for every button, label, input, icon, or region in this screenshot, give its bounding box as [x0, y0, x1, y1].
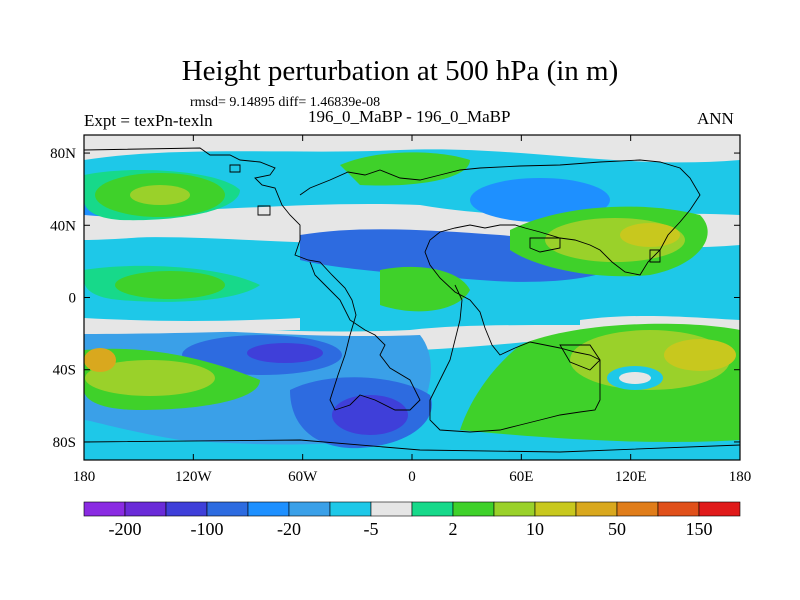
colorbar-swatch [165, 501, 208, 517]
colorbar-label: 10 [526, 519, 544, 539]
field-white-band-north [84, 215, 540, 240]
coast-antarctica [84, 439, 740, 453]
colorbar: -200 -100 -20 -5 2 10 50 150 [83, 501, 741, 539]
y-tick-label: 0 [69, 291, 77, 307]
x-tick-label: 60E [509, 469, 533, 485]
season-label: ANN [697, 109, 734, 128]
x-tick-label: 120E [615, 469, 647, 485]
field-green-high-north [340, 152, 470, 186]
coast-australia [559, 344, 601, 371]
colorbar-swatch [698, 501, 741, 517]
field-green-high-west [115, 271, 225, 299]
colorbar-swatch [616, 501, 659, 517]
colorbar-label: -20 [277, 519, 301, 539]
colorbar-swatch [370, 501, 413, 517]
colorbar-swatch [288, 501, 331, 517]
x-tick-label: 60W [288, 469, 318, 485]
field-darkblue-low-west [247, 343, 323, 363]
field-darkblue-low-south [332, 395, 408, 435]
experiment-label: Expt = texPn-texln [84, 111, 213, 130]
field-yellowgreen-high-sw [85, 360, 215, 396]
colorbar-swatch [411, 501, 454, 517]
field-olive-high-se [664, 339, 736, 371]
x-tick-label: 120W [175, 469, 213, 485]
field-yellowgreen-high-nw [130, 185, 190, 205]
x-axis: 180 120W 60W 0 60E 120E 180 [73, 135, 752, 485]
y-tick-label: 40S [53, 363, 76, 379]
colorbar-label: 150 [686, 519, 713, 539]
x-tick-label: 180 [729, 469, 752, 485]
colorbar-label: -100 [191, 519, 224, 539]
colorbar-swatch [493, 501, 536, 517]
coast-eurasia-africa [299, 159, 701, 433]
coast-americas [84, 147, 421, 411]
x-tick-label: 0 [408, 469, 416, 485]
field-white-band-south [84, 318, 300, 334]
colorbar-swatch [534, 501, 577, 517]
field-orange-high-sw [84, 348, 116, 372]
colorbar-swatch [83, 501, 126, 517]
colorbar-label: -200 [109, 519, 142, 539]
y-tick-label: 80N [50, 146, 76, 162]
coast-island-2 [257, 205, 271, 216]
colorbar-swatch [657, 501, 700, 517]
colorbar-label: 2 [449, 519, 458, 539]
coast-island-3 [649, 249, 661, 263]
y-axis: 80N 40N 0 40S 80S [50, 146, 740, 451]
y-tick-label: 80S [53, 435, 76, 451]
colorbar-label: -5 [364, 519, 379, 539]
x-tick-label: 180 [73, 469, 96, 485]
case-label: 196_0_MaBP - 196_0_MaBP [308, 107, 511, 126]
chart-title: Height perturbation at 500 hPa (in m) [181, 55, 619, 87]
colorbar-swatch [452, 501, 495, 517]
colorbar-label: 50 [608, 519, 626, 539]
coastlines [84, 147, 740, 453]
colorbar-swatch [247, 501, 290, 517]
field-green-high-center [380, 266, 470, 312]
coast-island-1 [229, 164, 241, 173]
colorbar-swatch [575, 501, 618, 517]
stats-line: rmsd= 9.14895 diff= 1.46839e-08 [190, 95, 381, 110]
coast-inland-sea [529, 237, 561, 253]
y-tick-label: 40N [50, 218, 76, 234]
contour-field [84, 135, 740, 460]
field-olive-high-ne [620, 223, 680, 247]
colorbar-swatch [206, 501, 249, 517]
colorbar-swatch [124, 501, 167, 517]
field-white-eye-se [619, 372, 651, 384]
colorbar-swatch [329, 501, 372, 517]
